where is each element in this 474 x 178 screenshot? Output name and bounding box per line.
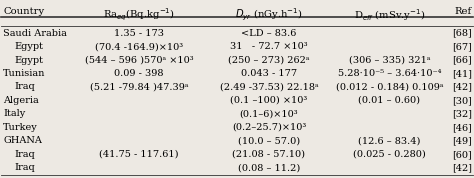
Text: Ref: Ref <box>455 7 472 16</box>
Text: 31   - 72.7 ×10³: 31 - 72.7 ×10³ <box>230 42 308 51</box>
Text: D$_{eff}$ (mSv.y$^{-1}$): D$_{eff}$ (mSv.y$^{-1}$) <box>354 7 425 23</box>
Text: Iraq: Iraq <box>15 150 36 159</box>
Text: Country: Country <box>3 7 44 16</box>
Text: (2.49 -37.53) 22.18ᵃ: (2.49 -37.53) 22.18ᵃ <box>219 82 318 91</box>
Text: [46]: [46] <box>452 123 472 132</box>
Text: GHANA: GHANA <box>3 137 42 145</box>
Text: [60]: [60] <box>452 150 472 159</box>
Text: $D_{yr}$ (nGy.h$^{-1}$): $D_{yr}$ (nGy.h$^{-1}$) <box>235 7 303 23</box>
Text: Egypt: Egypt <box>15 56 44 64</box>
Text: (250 – 273) 262ᵃ: (250 – 273) 262ᵃ <box>228 56 310 64</box>
Text: [49]: [49] <box>452 137 472 145</box>
Text: (70.4 -164.9)×10³: (70.4 -164.9)×10³ <box>95 42 183 51</box>
Text: Iraq: Iraq <box>15 163 36 172</box>
Text: Tunisian: Tunisian <box>3 69 46 78</box>
Text: (0.01 – 0.60): (0.01 – 0.60) <box>358 96 420 105</box>
Text: 1.35 - 173: 1.35 - 173 <box>114 28 164 38</box>
Text: (21.08 - 57.10): (21.08 - 57.10) <box>232 150 305 159</box>
Text: Egypt: Egypt <box>15 42 44 51</box>
Text: 0.09 - 398: 0.09 - 398 <box>114 69 164 78</box>
Text: 5.28·10⁻⁵ – 3.64·10⁻⁴: 5.28·10⁻⁵ – 3.64·10⁻⁴ <box>337 69 441 78</box>
Text: (41.75 - 117.61): (41.75 - 117.61) <box>99 150 179 159</box>
Text: [66]: [66] <box>452 56 472 64</box>
Text: [68]: [68] <box>452 28 472 38</box>
Text: <LD – 83.6: <LD – 83.6 <box>241 28 297 38</box>
Text: [32]: [32] <box>452 109 472 119</box>
Text: (0.025 - 0.280): (0.025 - 0.280) <box>353 150 426 159</box>
Text: (0.08 – 11.2): (0.08 – 11.2) <box>238 163 300 172</box>
Text: (306 – 335) 321ᵃ: (306 – 335) 321ᵃ <box>349 56 430 64</box>
Text: Iraq: Iraq <box>15 82 36 91</box>
Text: Algeria: Algeria <box>3 96 39 105</box>
Text: (0.2–25.7)×10³: (0.2–25.7)×10³ <box>232 123 306 132</box>
Text: (0.1 –100) ×10³: (0.1 –100) ×10³ <box>230 96 308 105</box>
Text: (0.1–6)×10³: (0.1–6)×10³ <box>239 109 298 119</box>
Text: (10.0 – 57.0): (10.0 – 57.0) <box>238 137 300 145</box>
Text: [41]: [41] <box>452 69 472 78</box>
Text: [42]: [42] <box>452 163 472 172</box>
Text: Italy: Italy <box>3 109 25 119</box>
Text: Ra$_{eq}$(Bq.kg$^{-1}$): Ra$_{eq}$(Bq.kg$^{-1}$) <box>103 7 175 23</box>
Text: Saudi Arabia: Saudi Arabia <box>3 28 67 38</box>
Text: Turkey: Turkey <box>3 123 38 132</box>
Text: [30]: [30] <box>452 96 472 105</box>
Text: (12.6 – 83.4): (12.6 – 83.4) <box>358 137 420 145</box>
Text: 0.043 - 177: 0.043 - 177 <box>241 69 297 78</box>
Text: [42]: [42] <box>452 82 472 91</box>
Text: (0.012 - 0.184) 0.109ᵃ: (0.012 - 0.184) 0.109ᵃ <box>336 82 443 91</box>
Text: (544 – 596 )570ᵃ ×10³: (544 – 596 )570ᵃ ×10³ <box>85 56 193 64</box>
Text: (5.21 -79.84 )47.39ᵃ: (5.21 -79.84 )47.39ᵃ <box>90 82 188 91</box>
Text: [67]: [67] <box>452 42 472 51</box>
